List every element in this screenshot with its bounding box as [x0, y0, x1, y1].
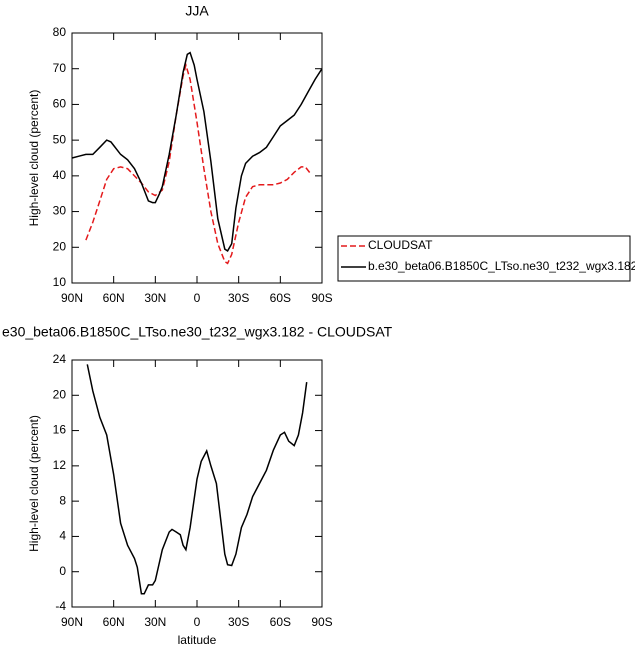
y-tick-label: 0 — [59, 564, 66, 578]
y-tick-label: 16 — [53, 423, 67, 437]
x-tick-label: 0 — [194, 291, 201, 305]
y-tick-label: 80 — [53, 25, 67, 39]
x-axis-label: latitude — [178, 633, 217, 647]
series-line — [85, 62, 312, 265]
y-tick-label: -4 — [55, 599, 66, 613]
y-tick-label: 24 — [53, 352, 67, 366]
y-tick-label: 60 — [53, 97, 67, 111]
legend-label: b.e30_beta06.B1850C_LTso.ne30_t232_wgx3.… — [368, 259, 635, 273]
plot-frame — [71, 32, 323, 284]
x-tick-label: 30N — [144, 615, 166, 629]
x-tick-label: 0 — [194, 615, 201, 629]
y-tick-label: 40 — [53, 168, 67, 182]
x-tick-label: 90N — [61, 291, 83, 305]
y-tick-label: 20 — [53, 239, 67, 253]
x-tick-label: 90S — [311, 291, 332, 305]
y-tick-label: 70 — [53, 61, 67, 75]
y-tick-label: 10 — [53, 275, 67, 289]
y-tick-label: 30 — [53, 204, 67, 218]
x-tick-label: 60S — [270, 615, 291, 629]
y-axis-label: High-level cloud (percent) — [27, 415, 41, 552]
x-tick-label: 60N — [103, 615, 125, 629]
x-tick-label: 60S — [270, 291, 291, 305]
y-tick-label: 4 — [59, 529, 66, 543]
series-line — [86, 364, 308, 595]
y-tick-label: 12 — [53, 458, 67, 472]
y-axis-label: High-level cloud (percent) — [27, 90, 41, 227]
legend-box — [337, 235, 631, 282]
y-tick-label: 50 — [53, 132, 67, 146]
x-tick-label: 90S — [311, 615, 332, 629]
x-tick-label: 90N — [61, 615, 83, 629]
legend-label: CLOUDSAT — [368, 238, 433, 252]
y-tick-label: 20 — [53, 387, 67, 401]
x-tick-label: 60N — [103, 291, 125, 305]
chart-title: e30_beta06.B1850C_LTso.ne30_t232_wgx3.18… — [2, 324, 393, 340]
series-line — [71, 51, 323, 252]
x-tick-label: 30S — [228, 291, 249, 305]
y-tick-label: 8 — [59, 493, 66, 507]
x-tick-label: 30S — [228, 615, 249, 629]
chart-title: JJA — [185, 3, 209, 19]
x-tick-label: 30N — [144, 291, 166, 305]
